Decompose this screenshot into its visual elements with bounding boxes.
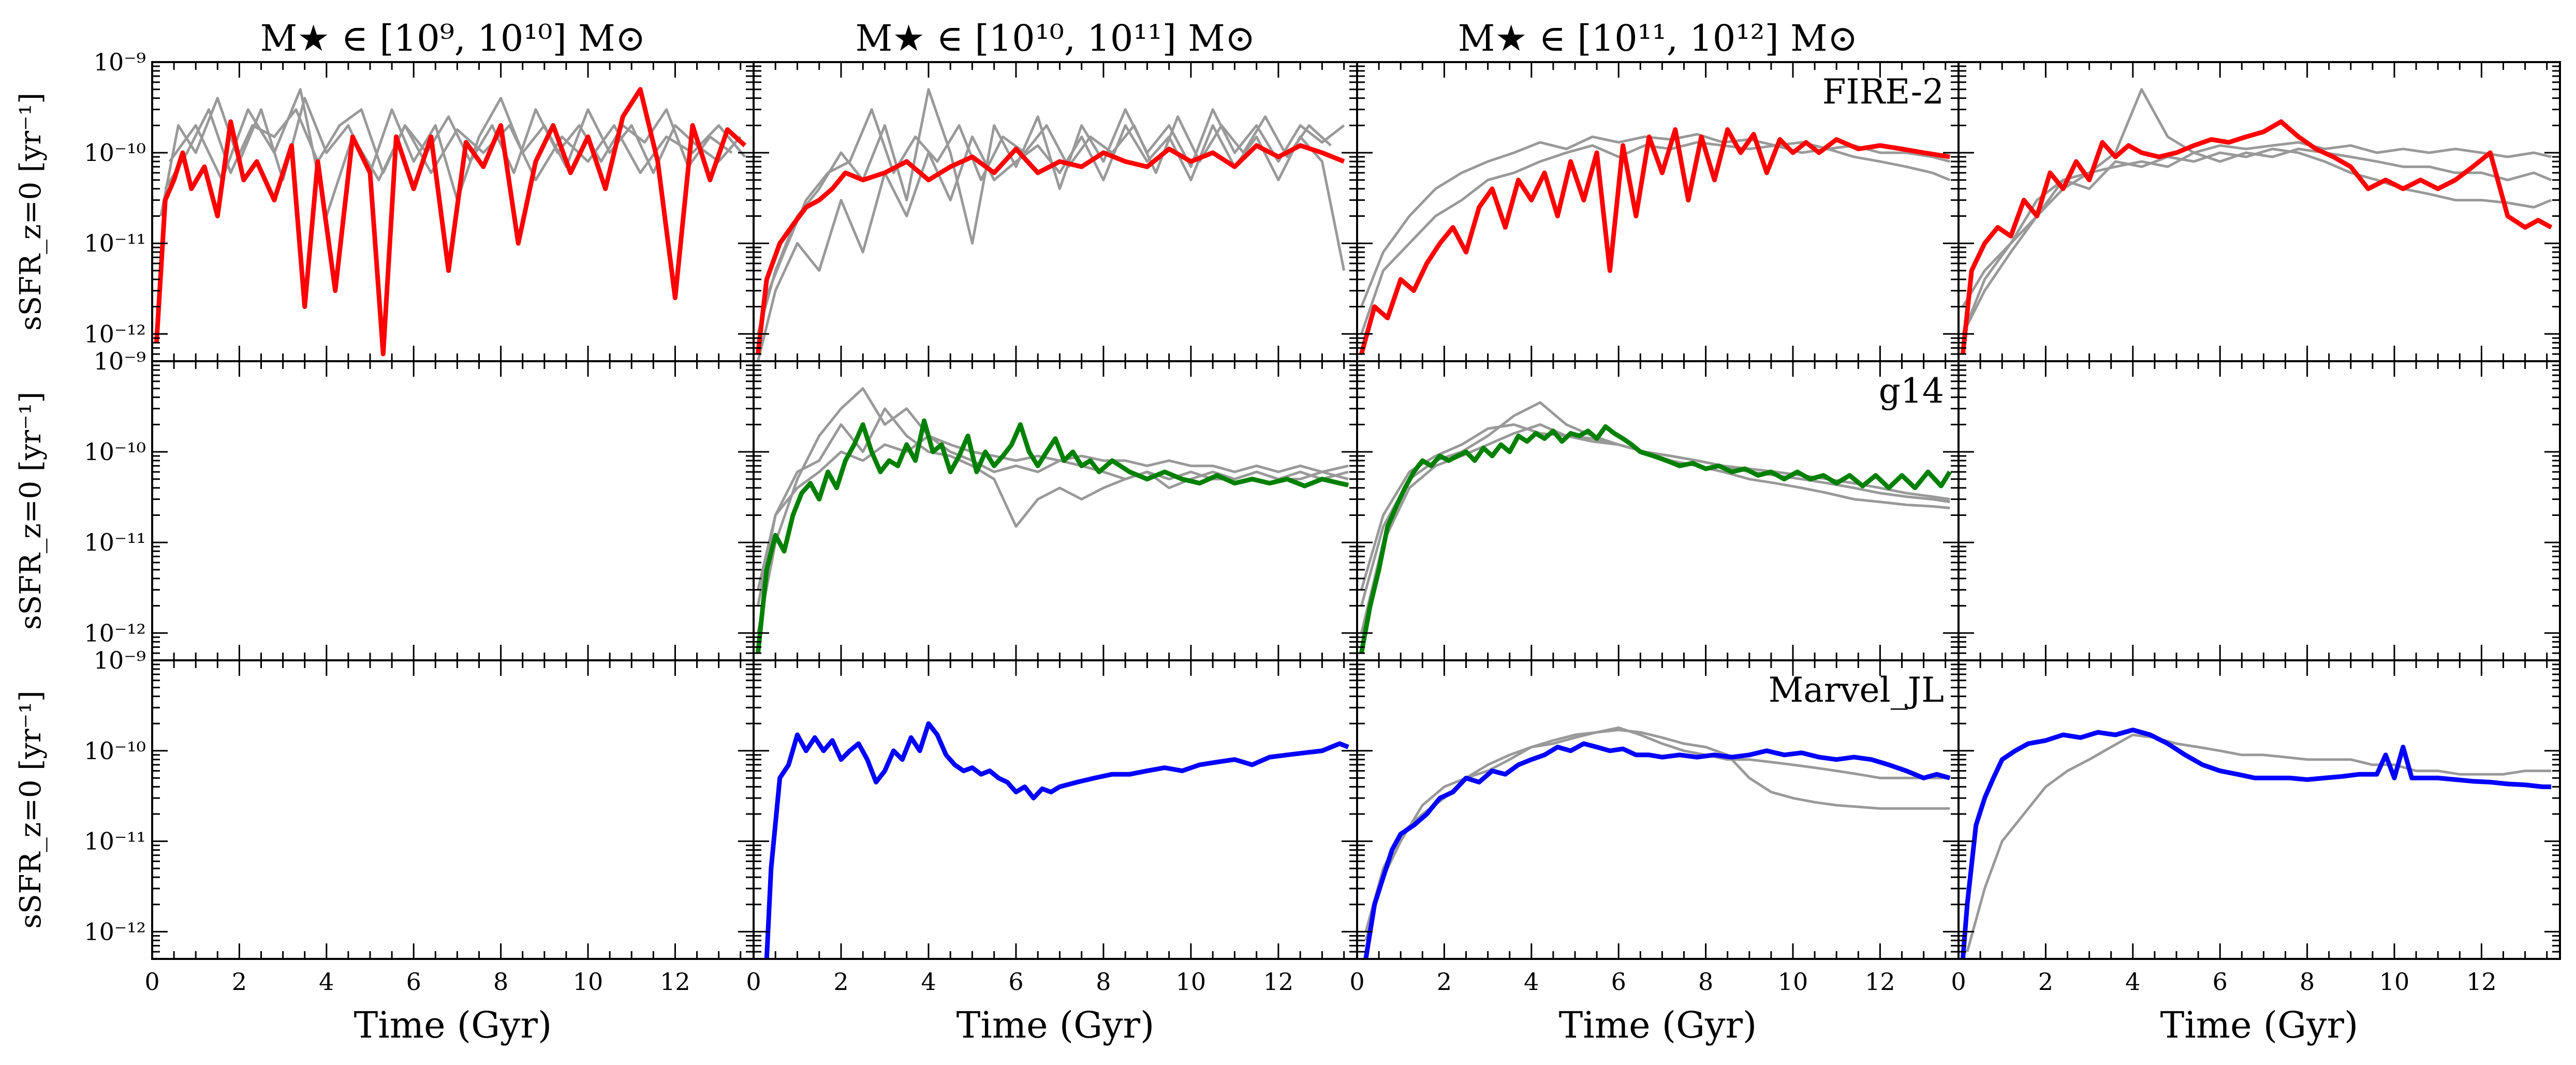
x-tick-label: 0	[746, 968, 761, 996]
x-tick-label: 12	[660, 968, 690, 996]
x-tick-label: 2	[232, 968, 247, 996]
y-axis-label-row-3: sSFR_z=0 [yr⁻¹]	[14, 690, 48, 928]
panel-r3-c2: 0 2 4 6 8 10 12	[746, 659, 1358, 996]
x-tick-label: 10	[2379, 968, 2410, 996]
panel-r2-c4	[1957, 360, 2561, 661]
x-axis-label-col-1: Time (Gyr)	[354, 1004, 552, 1046]
panel-frame	[1957, 659, 2561, 960]
y-tick-label: 10⁻¹⁰	[84, 139, 146, 167]
x-tick-label: 8	[2300, 968, 2315, 996]
panel-r1-c3: FIRE-2	[1356, 61, 1960, 362]
y-axis-label-row-1: sSFR_z=0 [yr⁻¹]	[14, 93, 48, 331]
x-tick-label: 4	[2125, 968, 2140, 996]
x-tick-label: 0	[1951, 968, 1966, 996]
panel-r3-c3: 0 2 4 6 8 10 12 Marvel_JL	[1349, 659, 1960, 996]
x-tick-label: 10	[1778, 968, 1808, 996]
panel-frame	[1356, 360, 1960, 661]
panel-r2-c2	[753, 360, 1358, 661]
x-tick-label: 2	[2038, 968, 2053, 996]
x-tick-label: 10	[1176, 968, 1206, 996]
panel-frame	[151, 360, 755, 661]
comparison-series-r3-c3-0	[1364, 729, 1950, 941]
x-axis-label-col-2: Time (Gyr)	[956, 1004, 1155, 1046]
column-title-1: M★ ∈ [10⁹, 10¹⁰] M⊙	[260, 17, 646, 60]
highlight-series-r1-c4-3	[1960, 119, 2553, 354]
x-tick-label: 2	[833, 968, 848, 996]
x-tick-label: 12	[2466, 968, 2497, 996]
x-tick-label: 4	[319, 968, 334, 996]
highlight-series-r3-c3-2	[1363, 741, 1951, 959]
highlight-series-r3-c4-1	[1960, 728, 2552, 959]
x-axis-label-col-4: Time (Gyr)	[2160, 1004, 2359, 1046]
row-label-1: FIRE-2	[1822, 72, 1944, 112]
x-tick-label: 6	[406, 968, 421, 996]
panel-frame	[753, 659, 1358, 960]
panel-frame	[753, 61, 1358, 362]
comparison-series-r2-c2-0	[756, 387, 1349, 633]
y-tick-label: 10⁻¹²	[84, 619, 146, 647]
panel-frame	[1957, 61, 2561, 362]
column-title-3: M★ ∈ [10¹¹, 10¹²] M⊙	[1458, 17, 1858, 60]
y-tick-label: 10⁻¹⁰	[84, 438, 146, 466]
x-tick-label: 8	[493, 968, 508, 996]
comparison-series-r2-c2-1	[756, 407, 1349, 607]
y-tick-label: 10⁻⁹	[94, 646, 146, 674]
highlight-series-r2-c2-3	[755, 418, 1349, 654]
highlight-series-r1-c2-3	[755, 143, 1345, 354]
y-tick-label: 10⁻⁹	[94, 347, 146, 375]
highlight-series-r1-c1-3	[154, 87, 747, 357]
x-tick-label: 0	[1349, 968, 1364, 996]
x-tick-label: 8	[1698, 968, 1713, 996]
comparison-series-r1-c3-0	[1360, 141, 1951, 335]
row-label-3: Marvel_JL	[1769, 670, 1944, 710]
panel-r2-c3: g14	[1356, 360, 1960, 661]
panel-r2-c1: 10⁻⁹ 10⁻¹⁰ 10⁻¹¹ 10⁻¹²	[84, 347, 755, 661]
x-tick-label: 8	[1096, 968, 1111, 996]
comparison-series-r1-c1-0	[159, 97, 742, 216]
comparison-series-r1-c1-2	[168, 88, 746, 217]
x-tick-label: 12	[1865, 968, 1895, 996]
comparison-series-r2-c3-1	[1360, 401, 1950, 607]
panel-r1-c1: 10⁻⁹ 10⁻¹⁰ 10⁻¹¹ 10⁻¹²	[84, 48, 755, 362]
y-axis-label-row-2: sSFR_z=0 [yr⁻¹]	[14, 392, 48, 630]
x-tick-label: 6	[2213, 968, 2228, 996]
y-tick-label: 10⁻¹¹	[84, 229, 146, 257]
comparison-series-r1-c2-1	[756, 124, 1346, 361]
comparison-series-r3-c4-0	[1966, 733, 2552, 952]
x-tick-label: 12	[1263, 968, 1294, 996]
panel-r3-c1: 0 2 4 6 8 10 12 10⁻⁹ 10⁻¹⁰ 10⁻¹¹ 10⁻¹²	[84, 646, 755, 996]
y-tick-label: 10⁻⁹	[94, 48, 146, 76]
panel-r3-c4: 0 2 4 6 8 10 12	[1951, 659, 2561, 996]
y-tick-label: 10⁻¹¹	[84, 827, 146, 855]
comparison-series-r1-c2-0	[756, 88, 1345, 334]
x-tick-label: 0	[144, 968, 159, 996]
y-tick-label: 10⁻¹¹	[84, 528, 146, 556]
highlight-series-r1-c3-2	[1359, 127, 1950, 355]
x-tick-label: 6	[1008, 968, 1023, 996]
panel-r1-c2	[753, 61, 1358, 362]
comparison-series-r2-c3-2	[1360, 423, 1950, 590]
panel-r1-c4	[1957, 61, 2561, 362]
x-axis-label-col-3: Time (Gyr)	[1559, 1004, 1757, 1046]
y-tick-label: 10⁻¹²	[84, 918, 146, 945]
x-tick-label: 6	[1611, 968, 1626, 996]
y-tick-label: 10⁻¹²	[84, 320, 146, 348]
column-title-2: M★ ∈ [10¹⁰, 10¹¹] M⊙	[856, 17, 1256, 60]
comparison-series-r1-c2-2	[761, 108, 1332, 307]
highlight-series-r3-c2-0	[764, 721, 1349, 959]
panel-frame	[1957, 360, 2561, 661]
x-tick-label: 2	[1437, 968, 1452, 996]
panel-frame	[151, 659, 755, 960]
comparison-series-r1-c4-0	[1962, 88, 2552, 335]
y-tick-label: 10⁻¹⁰	[84, 737, 146, 765]
x-tick-label: 4	[1524, 968, 1539, 996]
comparison-series-r2-c2-2	[756, 434, 1349, 590]
highlight-series-r2-c3-3	[1359, 424, 1952, 654]
x-tick-label: 10	[573, 968, 603, 996]
row-label-2: g14	[1879, 371, 1944, 411]
x-tick-label: 4	[921, 968, 936, 996]
